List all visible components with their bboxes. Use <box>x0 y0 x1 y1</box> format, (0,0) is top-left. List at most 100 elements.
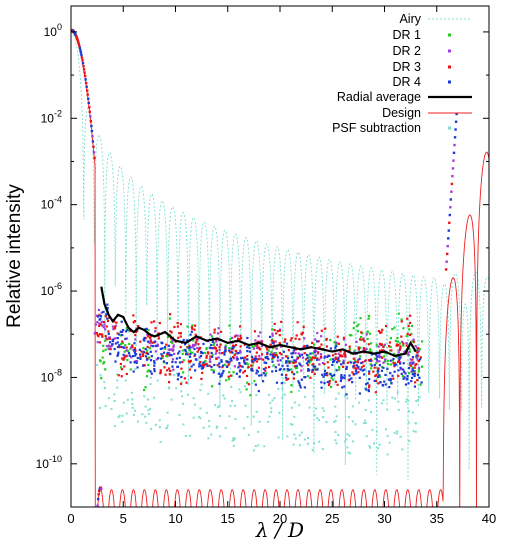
dr4-point <box>176 365 179 369</box>
dr3-point <box>357 371 360 374</box>
dr4-point <box>152 344 155 348</box>
dr2-point <box>280 345 283 348</box>
dr4-point <box>170 354 173 357</box>
dr3-point <box>334 356 337 359</box>
y-axis-label: Relative intensity <box>4 184 25 328</box>
dr4-point <box>220 360 223 363</box>
dr4-point <box>223 351 226 354</box>
dr4-point <box>340 373 343 377</box>
dr4-point <box>220 359 223 362</box>
dr4-point <box>218 362 221 365</box>
dr4-point <box>194 358 197 361</box>
dr3-point <box>98 341 102 344</box>
dr3-point <box>359 338 362 341</box>
dr1-point <box>338 368 341 371</box>
psf-point <box>228 415 231 418</box>
dr1-point <box>313 367 316 370</box>
dr1-point <box>369 363 372 366</box>
dr3-point <box>380 343 384 346</box>
dr3-point <box>407 324 410 328</box>
dr2-point <box>337 356 340 359</box>
dr3-point <box>384 324 388 328</box>
dr2-point <box>135 359 139 363</box>
dr4-point <box>225 365 229 368</box>
dr4-point <box>201 351 204 355</box>
core-point <box>446 244 449 248</box>
dr1-point <box>335 342 338 346</box>
dr4-point <box>106 317 109 320</box>
dr3-point <box>290 337 293 340</box>
dr4-point <box>335 369 338 372</box>
dr4-point <box>177 374 180 377</box>
dr3-point <box>284 338 287 341</box>
dr1-point <box>396 336 399 340</box>
dr1-point <box>191 324 194 327</box>
dr3-point <box>246 354 249 358</box>
psf-point <box>158 426 161 429</box>
dr1-point <box>98 359 102 362</box>
psf-point <box>391 396 394 399</box>
core-point <box>79 49 82 52</box>
dr1-point <box>384 352 387 355</box>
dr4-point <box>211 340 214 343</box>
psf-point <box>294 437 297 440</box>
psf-point <box>273 397 276 400</box>
dr4-point <box>373 363 376 367</box>
dr3-point <box>232 356 235 359</box>
dr1-point <box>212 343 215 347</box>
dr4-point <box>386 367 389 370</box>
dr2-point <box>235 351 238 354</box>
dr4-point <box>413 372 416 376</box>
psf-point <box>263 445 266 448</box>
psf-point <box>321 407 324 410</box>
dr3-point <box>370 359 373 363</box>
dr3-point <box>379 331 382 334</box>
dr3-point <box>375 374 378 377</box>
core-point <box>85 85 88 88</box>
dr4-point <box>116 354 119 357</box>
dr2-point <box>408 361 412 364</box>
psf-point <box>252 415 255 418</box>
dr2-point <box>238 363 241 367</box>
psf-point <box>132 413 135 416</box>
dr4-point <box>153 367 156 371</box>
psf-point <box>351 420 354 423</box>
core-point <box>88 106 91 109</box>
dr1-point <box>143 388 146 392</box>
dr1-point <box>387 362 390 366</box>
core-point <box>447 229 450 232</box>
dr1-point <box>375 361 378 365</box>
dr3-point <box>195 338 198 341</box>
psf-point <box>168 386 171 389</box>
y-tick-label: 10-8 <box>41 367 62 384</box>
dr4-point <box>335 344 338 348</box>
core-point <box>449 198 453 201</box>
dr1-point <box>128 342 131 346</box>
dr4-point <box>345 365 348 369</box>
dr4-point <box>150 372 153 375</box>
dr1-point <box>370 342 373 345</box>
dr3-point <box>163 366 166 369</box>
dr1-point <box>203 361 206 364</box>
dr3-point <box>328 379 331 383</box>
dr3-point <box>334 358 337 361</box>
psf-point <box>232 438 235 441</box>
dr3-point <box>113 327 117 330</box>
dr2-point <box>101 324 104 327</box>
psf-point <box>395 432 398 435</box>
psf-point <box>246 416 249 419</box>
dr3-point <box>324 327 327 330</box>
dr2-point <box>258 354 261 358</box>
dr4-point <box>267 357 270 361</box>
legend-psf-subtraction-key <box>448 126 451 130</box>
dr3-point <box>373 366 376 369</box>
dr2-point <box>406 353 409 356</box>
dr3-point <box>414 364 417 367</box>
dr4-point <box>288 360 291 363</box>
dr1-point <box>129 347 132 350</box>
dr3-point <box>294 361 297 364</box>
dr2-point <box>193 344 197 347</box>
dr3-point <box>173 325 176 329</box>
psf-point <box>347 451 350 454</box>
dr3-point <box>177 336 180 339</box>
